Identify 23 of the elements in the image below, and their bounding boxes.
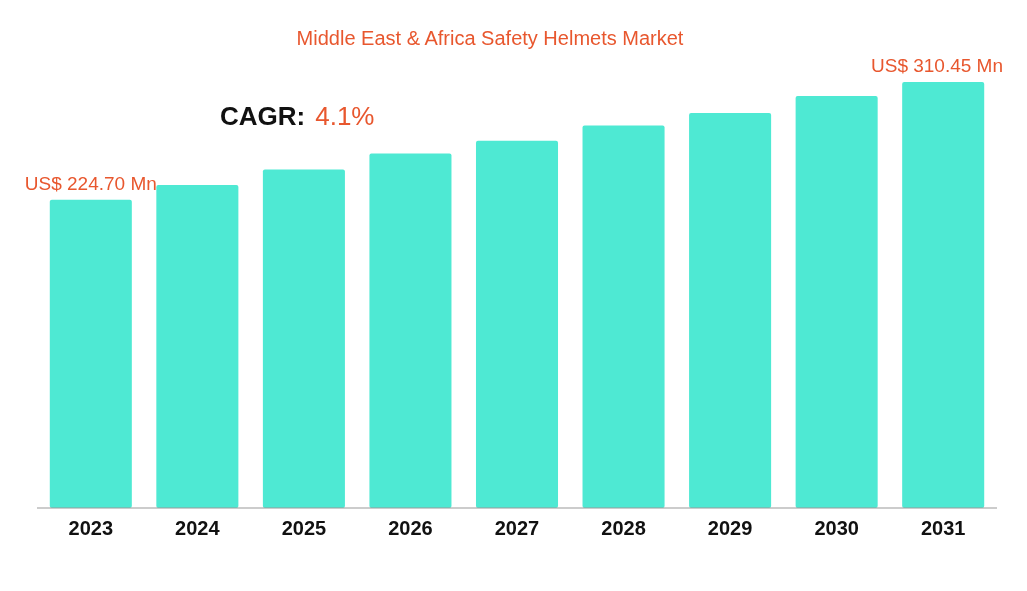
x-tick-label: 2025 — [281, 517, 327, 539]
x-tick-label: 2027 — [494, 517, 540, 539]
chart-title: Middle East & Africa Safety Helmets Market — [296, 27, 684, 49]
x-tick-label: 2028 — [601, 517, 646, 539]
bar — [475, 140, 559, 508]
bar — [795, 96, 878, 508]
x-tick-label: 2023 — [68, 517, 114, 539]
annotation: CAGR: — [220, 101, 306, 131]
x-tick-label: 2024 — [175, 517, 221, 539]
bar — [156, 185, 239, 508]
bar — [369, 153, 452, 508]
data-label: US$ 224.70 Mn — [24, 172, 157, 194]
x-tick-label: 2026 — [388, 517, 433, 539]
bar — [902, 82, 985, 508]
data-label: US$ 310.45 Mn — [870, 55, 1004, 76]
bar — [262, 169, 345, 508]
annotation: 4.1% — [315, 101, 375, 131]
bar — [49, 199, 132, 508]
x-tick-label: 2030 — [814, 517, 859, 539]
bar — [689, 112, 772, 508]
x-tick-label: 2029 — [707, 517, 753, 539]
bar — [582, 125, 665, 508]
x-tick-label: 2031 — [920, 517, 966, 539]
